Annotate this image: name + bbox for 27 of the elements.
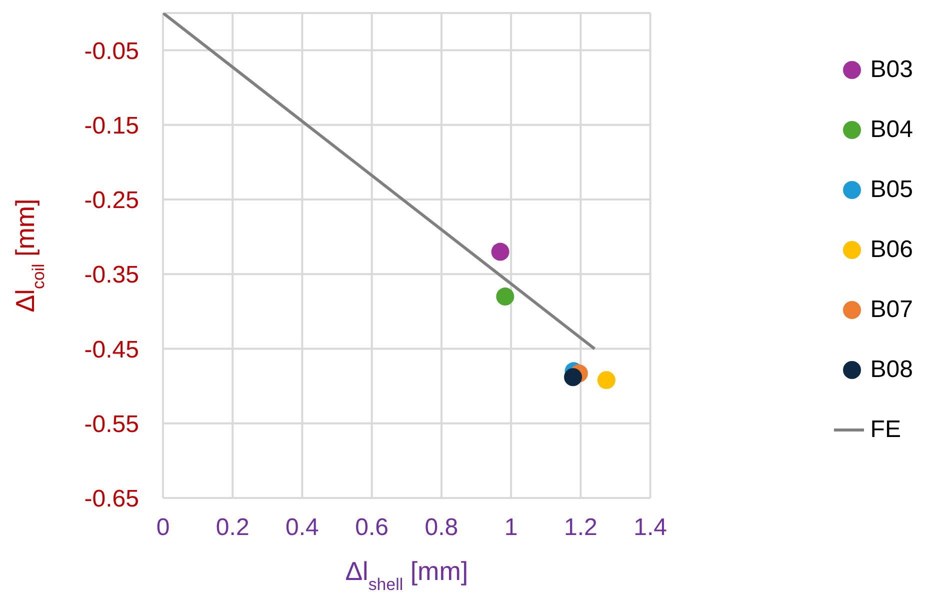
x-tick-label: 0.4 xyxy=(286,514,319,542)
x-tick-label: 1.4 xyxy=(634,514,667,542)
legend-label: B03 xyxy=(870,56,913,84)
x-tick-label: 1 xyxy=(504,514,518,542)
point xyxy=(597,371,616,390)
legend-label: B08 xyxy=(870,356,913,384)
y-tick-label: -0.65 xyxy=(84,486,139,513)
legend-label: B07 xyxy=(870,296,913,324)
y-tick-label: -0.35 xyxy=(84,262,139,289)
point xyxy=(496,288,514,306)
y-tick-label: -0.45 xyxy=(84,336,139,364)
legend-label: B06 xyxy=(870,236,913,264)
y-tick-label: -0.25 xyxy=(84,187,139,214)
x-tick-label: 0.6 xyxy=(355,514,389,542)
x-tick-label: 0.8 xyxy=(424,514,458,542)
legend-label: B05 xyxy=(870,176,913,204)
legend-label: FE xyxy=(870,416,901,444)
y-tick-label: -0.15 xyxy=(84,112,139,140)
point xyxy=(564,368,582,386)
x-tick-label: 0.2 xyxy=(216,514,250,542)
x-tick-label: 1.2 xyxy=(564,514,598,542)
point xyxy=(491,242,510,261)
y-tick-label: -0.05 xyxy=(84,38,139,65)
y-tick-label: -0.55 xyxy=(84,410,139,438)
x-tick-label: 0 xyxy=(156,514,170,542)
x-axis-title: Δl$_{shell}$ [mm] xyxy=(345,556,468,594)
legend-label: B04 xyxy=(870,116,913,144)
